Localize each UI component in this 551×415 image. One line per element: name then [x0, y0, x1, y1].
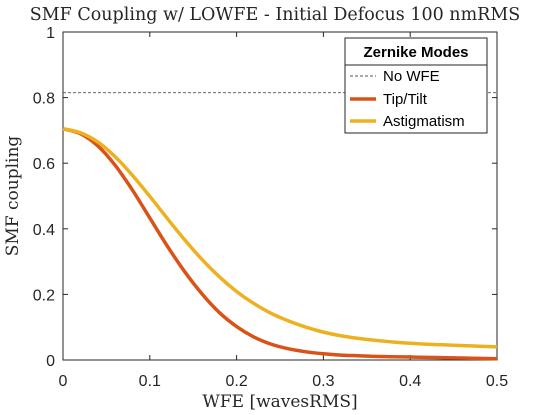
- x-tick-label: 0.1: [139, 373, 161, 390]
- y-tick-label: 0.6: [33, 156, 55, 173]
- y-tick-label: 1: [46, 25, 55, 42]
- legend-label-astigmatism: Astigmatism: [383, 113, 465, 130]
- y-tick-label: 0.2: [33, 287, 55, 304]
- series-line-tip-tilt: [62, 127, 498, 361]
- legend-box: [344, 37, 488, 134]
- legend-title: Zernike Modes: [363, 44, 468, 61]
- y-tick-label: 0.4: [33, 222, 55, 239]
- tick-labels: 0 0.1 0.2 0.3 0.4 0.5 0 0.2 0.4 0.6 0.8 1: [33, 25, 508, 390]
- x-tick-label: 0.4: [399, 373, 421, 390]
- legend: Zernike Modes No WFE Tip/Tilt Astigmatis…: [344, 37, 488, 134]
- x-tick-label: 0.2: [225, 373, 247, 390]
- legend-label-no-wfe: No WFE: [383, 68, 440, 85]
- series-group: [62, 127, 498, 361]
- x-tick-label: 0: [59, 373, 68, 390]
- x-tick-label: 0.3: [312, 373, 334, 390]
- chart-title: SMF Coupling w/ LOWFE - Initial Defocus …: [30, 5, 521, 25]
- legend-label-tip-tilt: Tip/Tilt: [383, 91, 428, 108]
- x-tick-label: 0.5: [486, 373, 508, 390]
- y-tick-label: 0: [46, 353, 55, 370]
- y-axis-label: SMF coupling: [3, 136, 23, 257]
- series-line-astigmatism: [62, 127, 498, 349]
- y-tick-label: 0.8: [33, 91, 55, 108]
- x-axis-label: WFE [wavesRMS]: [202, 392, 357, 412]
